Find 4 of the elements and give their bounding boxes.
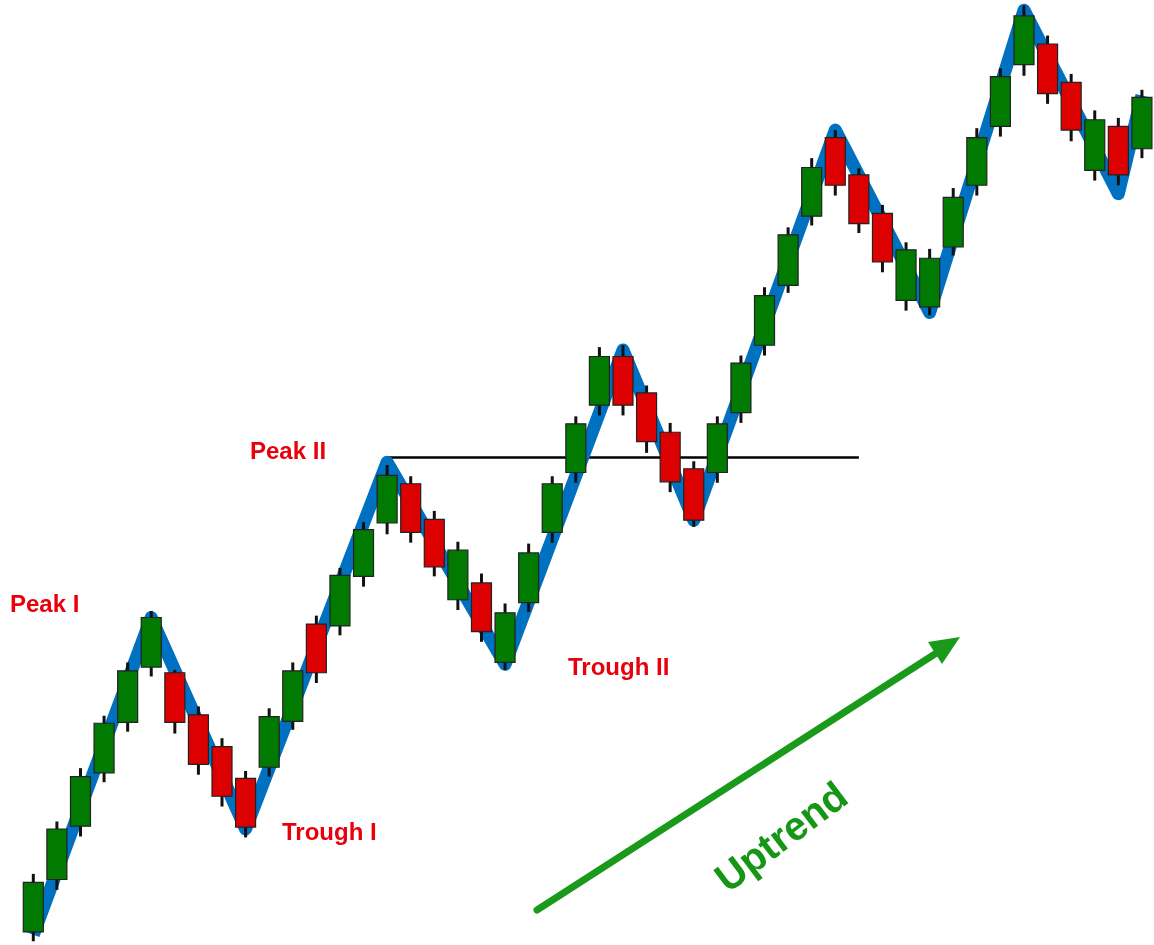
annotation: Peak I: [10, 590, 80, 617]
annotation: Trough I: [282, 818, 377, 845]
annotation: Peak II: [250, 437, 327, 464]
annotation: Trough II: [568, 653, 670, 680]
